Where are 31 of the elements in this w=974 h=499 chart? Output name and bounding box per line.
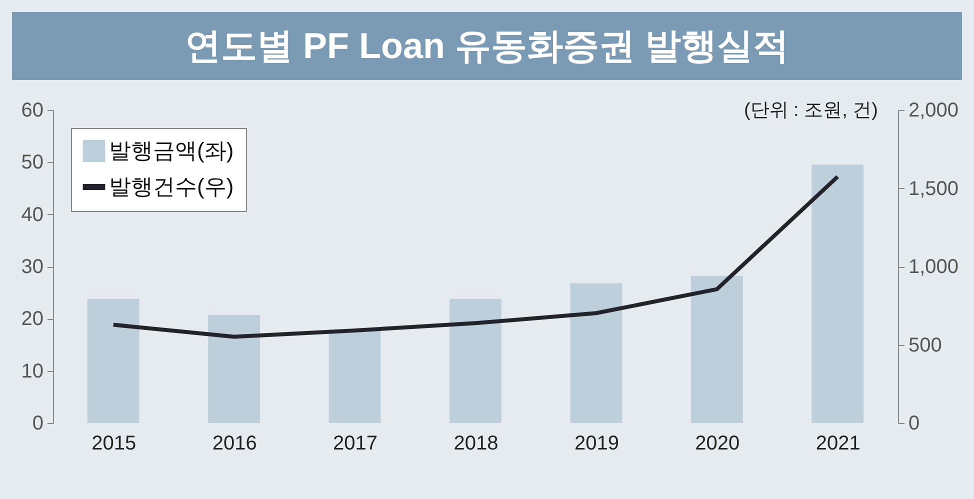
y-tick-label: 50 xyxy=(21,152,44,174)
x-tick-label: 2021 xyxy=(816,432,860,454)
x-tick-label: 2020 xyxy=(695,432,740,454)
bar xyxy=(328,330,381,423)
bar xyxy=(690,276,743,423)
bar xyxy=(87,298,140,423)
line-series xyxy=(111,174,840,339)
bar xyxy=(208,315,260,423)
y2-tick-label: 1,000 xyxy=(908,256,959,278)
y-tick-label: 40 xyxy=(21,204,44,226)
y-tick-label: 10 xyxy=(21,360,44,382)
legend-label: 발행금액(좌) xyxy=(109,138,234,163)
y-tick-label: 0 xyxy=(32,412,44,434)
x-tick-label: 2016 xyxy=(212,432,257,454)
bar xyxy=(570,283,622,423)
x-tick-label: 2015 xyxy=(92,432,136,454)
y2-tick-label: 1,500 xyxy=(908,178,959,200)
x-tick-label: 2018 xyxy=(454,432,498,454)
y2-tick-label: 500 xyxy=(908,334,942,356)
y-tick-label: 30 xyxy=(21,256,44,278)
x-tick-label: 2017 xyxy=(333,432,378,454)
annotation: (단위 : 조원, 건) xyxy=(744,99,878,123)
legend-label: 발행건수(우) xyxy=(109,174,234,199)
y-tick-label: 60 xyxy=(21,100,44,122)
y2-tick-label: 0 xyxy=(908,412,920,434)
bar xyxy=(450,298,502,423)
chart-title: 연도별 PF Loan 유동화증권 발행실적 xyxy=(12,12,962,80)
x-tick-label: 2019 xyxy=(574,432,619,454)
bar xyxy=(812,164,864,423)
y-tick-label: 20 xyxy=(21,308,44,330)
y2-tick-label: 2,000 xyxy=(908,100,959,122)
